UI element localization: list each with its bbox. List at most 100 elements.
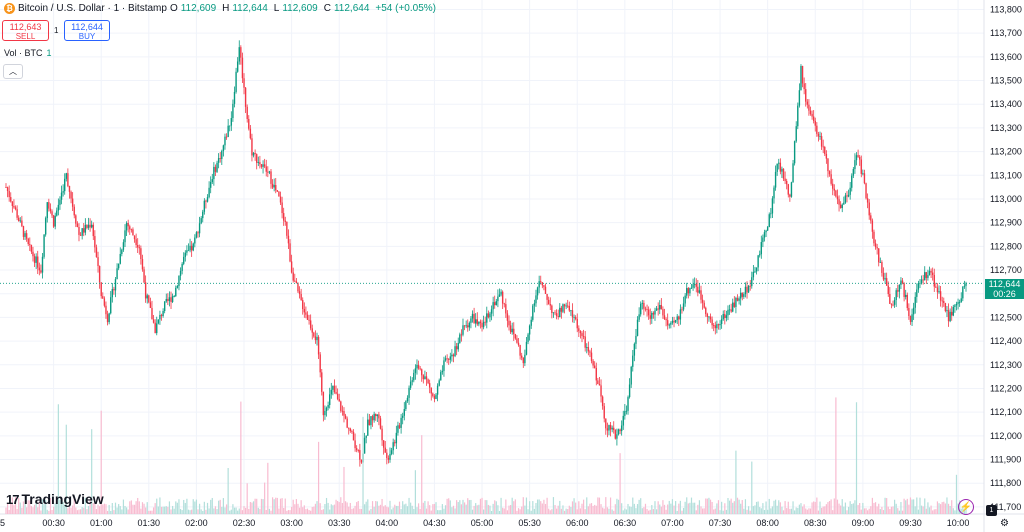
- volume-bar: [844, 502, 847, 514]
- candle-body: [397, 425, 399, 433]
- symbol-title[interactable]: Bitcoin / U.S. Dollar · 1 · Bitstamp: [18, 3, 167, 14]
- volume-bar: [721, 501, 723, 514]
- candle-body: [259, 162, 261, 165]
- volume-legend[interactable]: Vol · BTC 1: [4, 48, 52, 58]
- volume-bar: [86, 509, 88, 514]
- candle-body: [662, 309, 664, 316]
- candle-body: [525, 341, 528, 355]
- volume-bar: [317, 441, 320, 514]
- open-value: 112,609: [180, 3, 217, 14]
- volume-bar: [646, 508, 648, 514]
- volume-bar: [851, 503, 853, 514]
- candle-body: [268, 171, 271, 173]
- collapse-legend-button[interactable]: ︿: [3, 64, 23, 79]
- candle-body: [394, 442, 396, 444]
- candle-body: [173, 296, 175, 297]
- volume-bar: [46, 509, 48, 514]
- candle-body: [801, 66, 804, 84]
- volume-bar: [259, 509, 261, 514]
- buy-button[interactable]: 112,644 BUY: [64, 20, 110, 41]
- x-tick-label: 02:00: [185, 518, 208, 528]
- candle-body: [649, 315, 651, 319]
- y-tick-label: 113,200: [990, 147, 1022, 157]
- volume-bar: [806, 509, 808, 514]
- candle-body: [617, 429, 620, 435]
- volume-bar: [584, 509, 586, 514]
- settings-gear-icon[interactable]: ⚙: [1000, 518, 1009, 529]
- candle-body: [181, 263, 183, 271]
- volume-bar: [774, 499, 777, 514]
- volume-bar: [709, 499, 712, 514]
- candle-body: [6, 187, 9, 192]
- volume-bar: [928, 507, 931, 514]
- candle-body: [757, 255, 759, 268]
- candle-body: [686, 288, 688, 296]
- candle-body: [762, 237, 764, 243]
- candle-body: [116, 268, 118, 280]
- candle-body: [722, 313, 724, 320]
- candle-body: [708, 316, 710, 318]
- volume-bar: [855, 402, 858, 514]
- candle-body: [5, 187, 7, 188]
- candle-body: [889, 294, 891, 304]
- candle-body: [219, 158, 221, 160]
- tradingview-logo[interactable]: 17 TradingView: [6, 491, 104, 507]
- volume-bar: [616, 498, 618, 514]
- candle-body: [178, 275, 180, 286]
- volume-bar: [652, 509, 655, 514]
- candle-body: [428, 383, 431, 388]
- volume-bar: [195, 499, 198, 514]
- volume-bar: [79, 509, 82, 514]
- candle-body: [421, 369, 423, 376]
- volume-bar: [191, 509, 193, 514]
- sell-button[interactable]: 112,643 SELL: [2, 20, 49, 41]
- x-tick-label: 02:30: [233, 518, 256, 528]
- volume-bar: [262, 499, 264, 514]
- candle-body: [41, 256, 44, 273]
- volume-bar: [392, 507, 394, 514]
- candle-body: [590, 352, 593, 361]
- volume-bar: [270, 510, 272, 514]
- corner-badge[interactable]: 1: [986, 505, 997, 516]
- candle-body: [209, 182, 212, 188]
- volume-bar: [638, 499, 640, 514]
- volume-bar: [933, 509, 935, 514]
- candle-body: [517, 342, 520, 346]
- volume-bar: [18, 498, 20, 514]
- candle-body: [94, 236, 96, 248]
- candle-body: [671, 320, 674, 323]
- volume-bar: [760, 508, 762, 514]
- candle-body: [592, 360, 594, 366]
- volume-bar: [508, 505, 510, 514]
- volume-bar: [759, 507, 761, 514]
- candle-body: [605, 418, 607, 429]
- volume-bar: [206, 502, 209, 514]
- candle-body: [663, 315, 666, 320]
- volume-bar: [786, 508, 788, 514]
- volume-bar: [192, 499, 194, 514]
- volume-bar: [893, 499, 896, 514]
- candle-body: [144, 282, 147, 299]
- volume-bar: [660, 506, 662, 514]
- volume-bar: [100, 410, 102, 514]
- candle-body: [251, 138, 253, 156]
- go-to-realtime-icon[interactable]: ⚡: [958, 499, 974, 515]
- candle-body: [376, 414, 379, 417]
- candle-body: [54, 215, 56, 227]
- candle-body: [917, 283, 920, 290]
- candle-body: [278, 191, 280, 197]
- candle-body: [286, 221, 288, 236]
- volume-bar: [895, 503, 897, 514]
- candle-body: [944, 303, 947, 312]
- candle-body: [489, 313, 491, 318]
- candle-body: [749, 285, 751, 287]
- candle-body: [365, 435, 367, 438]
- volume-bar: [200, 509, 202, 514]
- volume-bar: [419, 508, 421, 514]
- volume-bar: [657, 501, 659, 514]
- volume-bar: [805, 508, 807, 514]
- candle-body: [49, 208, 52, 212]
- volume-bar: [62, 501, 64, 514]
- volume-bar: [32, 507, 34, 514]
